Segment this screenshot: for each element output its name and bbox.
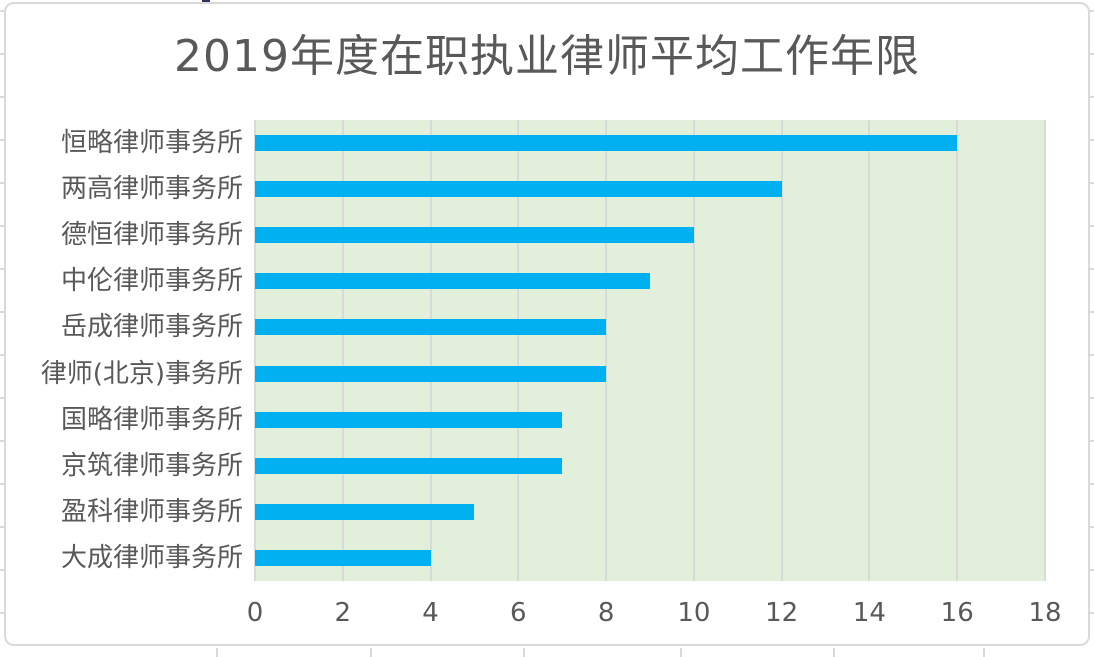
category-label: 律师(北京)事务所	[40, 358, 243, 389]
worksheet-row-tick	[0, 225, 4, 227]
worksheet-row-tick	[1090, 10, 1094, 12]
bar-国略律师事务所[interactable]	[255, 411, 563, 428]
category-label: 中伦律师事务所	[60, 266, 243, 297]
worksheet-row-tick	[0, 440, 4, 442]
worksheet-row-tick	[1090, 268, 1094, 270]
bar-中伦律师事务所[interactable]	[255, 273, 650, 290]
worksheet-row-tick	[0, 53, 4, 55]
category-label: 恒略律师事务所	[60, 128, 243, 158]
worksheet-row-tick	[0, 311, 4, 313]
category-label: 德恒律师事务所	[60, 220, 243, 251]
worksheet-row-tick	[0, 354, 4, 356]
worksheet-row-tick	[1090, 440, 1094, 442]
category-label: 大成律师事务所	[60, 542, 243, 573]
worksheet-row-tick	[0, 10, 4, 12]
worksheet-row-tick	[1090, 569, 1094, 571]
x-tick-label: 16	[940, 598, 974, 628]
worksheet-row-tick	[1090, 96, 1094, 98]
worksheet-row-tick	[0, 483, 4, 485]
category-label: 两高律师事务所	[60, 174, 243, 205]
worksheet-row-tick	[1090, 182, 1094, 184]
worksheet-row-tick	[1090, 53, 1094, 55]
x-tick-label: 14	[852, 598, 886, 628]
worksheet-row-tick	[1090, 311, 1094, 313]
worksheet-row-tick	[1090, 225, 1094, 227]
worksheet-row-tick	[1090, 483, 1094, 485]
category-label: 京筑律师事务所	[60, 450, 243, 481]
gridline	[341, 120, 344, 581]
worksheet-row-tick	[1090, 139, 1094, 141]
gridline	[1044, 120, 1046, 581]
worksheet-row-tick	[0, 569, 4, 571]
worksheet-row-tick	[0, 96, 4, 98]
worksheet-row-tick	[0, 182, 4, 184]
worksheet-row-tick	[0, 268, 4, 270]
bar-两高律师事务所[interactable]	[255, 181, 782, 198]
x-tick-label: 10	[677, 598, 711, 628]
bar-德恒律师事务所[interactable]	[255, 227, 694, 244]
worksheet-column-tick	[983, 648, 985, 657]
bar-岳成律师事务所[interactable]	[255, 319, 607, 336]
worksheet-row-tick	[0, 139, 4, 141]
x-tick-label: 18	[1028, 598, 1062, 628]
worksheet-row-tick	[1090, 612, 1094, 614]
x-tick-label: 12	[765, 598, 799, 628]
category-label: 国略律师事务所	[60, 404, 243, 435]
x-tick-label: 4	[422, 598, 439, 628]
bar-大成律师事务所[interactable]	[255, 549, 431, 566]
x-tick-label: 0	[246, 598, 264, 628]
worksheet-row-tick	[0, 397, 4, 399]
chart-title[interactable]: 2019年度在职执业律师平均工作年限	[174, 31, 920, 82]
worksheet-row-tick	[1090, 397, 1094, 399]
worksheet-column-tick	[523, 648, 525, 657]
worksheet-row-tick	[1090, 354, 1094, 356]
gridline	[429, 120, 432, 581]
gridline	[868, 120, 871, 581]
x-tick-label: 2	[334, 598, 352, 628]
gridline	[956, 120, 959, 581]
gridline	[254, 120, 256, 581]
bar-律师(北京)事务所[interactable]	[255, 365, 607, 382]
bar-盈科律师事务所[interactable]	[255, 503, 475, 520]
worksheet-row-tick	[1090, 526, 1094, 528]
worksheet-row-tick	[0, 526, 4, 528]
gridline	[605, 120, 608, 581]
gridline	[692, 120, 695, 581]
bar-京筑律师事务所[interactable]	[255, 457, 563, 474]
bar-恒略律师事务所[interactable]	[255, 135, 958, 152]
worksheet-row-tick	[0, 612, 4, 614]
category-label: 盈科律师事务所	[60, 496, 243, 527]
category-label: 岳成律师事务所	[60, 312, 243, 343]
plot-area[interactable]	[254, 120, 1046, 581]
worksheet-column-tick	[216, 648, 218, 657]
x-tick-label: 8	[597, 598, 615, 628]
gridline	[780, 120, 783, 581]
value-axis[interactable]: 0 2 4 6 8 10 12 14 16 18	[247, 598, 1062, 632]
worksheet-column-tick	[680, 648, 682, 657]
worksheet-column-tick	[833, 648, 835, 657]
category-axis[interactable]: 恒略律师事务所 两高律师事务所 德恒律师事务所 中伦律师事务所 岳成律师事务所律师(北京…	[0, 120, 243, 581]
worksheet-column-tick	[370, 648, 372, 657]
gridline	[517, 120, 520, 581]
x-tick-label: 6	[510, 598, 527, 628]
